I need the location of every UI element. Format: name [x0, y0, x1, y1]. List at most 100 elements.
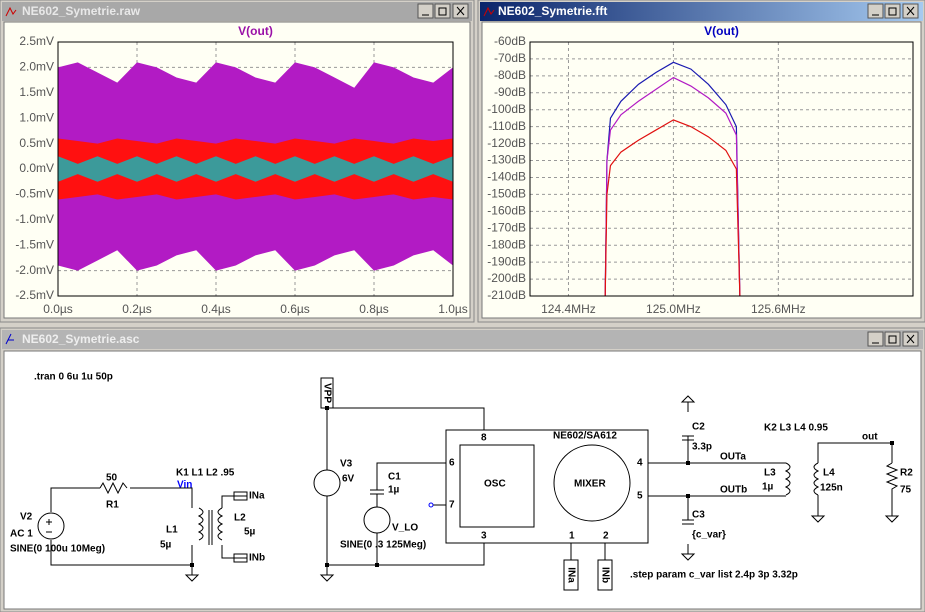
y-tick-label: -2.0mV [15, 263, 54, 277]
x-tick-label: 0.6µs [280, 302, 310, 316]
pin-label: 6 [449, 458, 455, 469]
y-tick-label: -2.5mV [15, 288, 54, 302]
label: 1µ [762, 482, 774, 493]
y-tick-label: -190dB [487, 254, 526, 268]
label: 5µ [244, 527, 256, 538]
button-glyphs [422, 6, 915, 344]
x-tick-label: 125.6MHz [751, 302, 806, 316]
net-label: INb [249, 553, 265, 564]
y-tick-label: -210dB [487, 288, 526, 302]
title-bar[interactable] [2, 330, 923, 349]
trace-envelope [58, 156, 453, 182]
app-icon [5, 333, 14, 345]
directive: .step param c_var list 2.4p 3p 3.32p [630, 570, 798, 581]
label: K2 L3 L4 0.95 [764, 423, 828, 434]
x-tick-label: 125.0MHz [646, 302, 701, 316]
y-tick-label: -1.0mV [15, 212, 54, 226]
label: C2 [692, 422, 705, 433]
schematic-dots [190, 406, 894, 567]
y-tick-label: -0.5mV [15, 187, 54, 201]
label: L1 [166, 525, 178, 536]
label: 125n [820, 483, 843, 494]
y-tick-label: 1.0mV [19, 110, 54, 124]
y-tick-label: -150dB [487, 187, 526, 201]
trace [604, 61, 741, 297]
net-label: OUTa [720, 452, 746, 463]
label: R1 [106, 500, 119, 511]
y-tick-label: -140dB [487, 170, 526, 184]
net-label: OUTb [720, 485, 747, 496]
component-label: NE602/SA612 [553, 431, 617, 442]
schematic-pane [3, 350, 922, 610]
net-label: INa [249, 491, 265, 502]
x-tick-label: 0.0µs [43, 302, 73, 316]
net-label: Vin [177, 480, 192, 491]
plot-frame [57, 41, 454, 297]
x-tick-label: 0.2µs [122, 302, 152, 316]
y-tick-label: -90dB [494, 85, 526, 99]
maximize-button[interactable] [884, 3, 901, 19]
chart-title: V(out) [238, 24, 273, 38]
label: K1 L1 L2 .95 [176, 468, 235, 479]
block-label: MIXER [574, 479, 606, 490]
label: 6V [342, 474, 355, 485]
pin-label: 7 [449, 500, 455, 511]
y-tick-label: -100dB [487, 102, 526, 116]
y-tick-label: -80dB [494, 68, 526, 82]
label: R2 [900, 468, 913, 479]
net-label: VPP [321, 383, 332, 403]
y-tick-label: -130dB [487, 153, 526, 167]
x-tick-label: 124.4MHz [541, 302, 596, 316]
label: V_LO [392, 523, 418, 534]
maximize-button[interactable] [884, 331, 901, 347]
minimize-button[interactable] [867, 331, 884, 347]
x-tick-label: 0.8µs [359, 302, 389, 316]
pin-label: 1 [569, 531, 575, 542]
label: 75 [900, 485, 912, 496]
y-tick-label: -160dB [487, 204, 526, 218]
title-bar[interactable] [2, 2, 472, 21]
minimize-button[interactable] [417, 3, 434, 19]
y-tick-label: -200dB [487, 271, 526, 285]
label: V2 [20, 512, 33, 523]
schematic-labels: .tran 0 6u 1u 50p V2 AC 1 SINE(0 100u 10… [10, 372, 913, 584]
window-title: NE602_Symetrie.fft [498, 4, 607, 18]
pin-label: 4 [637, 458, 643, 469]
label: C1 [388, 472, 401, 483]
trace [604, 119, 741, 297]
pin-dot [428, 502, 434, 508]
label: AC 1 [10, 529, 33, 540]
y-tick-label: 2.5mV [19, 34, 54, 48]
net-label: INa [565, 567, 576, 583]
minimize-button[interactable] [867, 3, 884, 19]
y-tick-label: -120dB [487, 136, 526, 150]
y-tick-label: 0.5mV [19, 136, 54, 150]
y-tick-label: 1.5mV [19, 85, 54, 99]
app-icon [483, 6, 495, 17]
y-tick-label: -70dB [494, 51, 526, 65]
label: SINE(0 100u 10Meg) [10, 544, 105, 555]
x-tick-label: 1.0µs [438, 302, 468, 316]
trace [604, 76, 741, 297]
label: L3 [764, 468, 776, 479]
y-tick-label: 2.0mV [19, 60, 54, 74]
label: L4 [823, 468, 835, 479]
directive: .tran 0 6u 1u 50p [34, 372, 113, 383]
y-tick-label: 0.0mV [19, 161, 54, 175]
label: C3 [692, 510, 705, 521]
y-tick-label: -110dB [488, 119, 526, 133]
net-label: out [862, 432, 878, 443]
pin-label: 5 [637, 491, 643, 502]
label: 50 [106, 473, 118, 484]
pin-label: 3 [481, 531, 487, 542]
window-title: NE602_Symetrie.raw [22, 4, 141, 18]
pin-label: 8 [481, 433, 487, 444]
plot-frame [529, 41, 914, 297]
chart-title: V(out) [704, 24, 739, 38]
y-tick-label: -60dB [494, 34, 526, 48]
x-tick-label: 0.4µs [201, 302, 231, 316]
y-tick-label: -180dB [487, 237, 526, 251]
title-bar[interactable] [480, 2, 923, 21]
block-label: OSC [484, 479, 506, 490]
maximize-button[interactable] [434, 3, 451, 19]
